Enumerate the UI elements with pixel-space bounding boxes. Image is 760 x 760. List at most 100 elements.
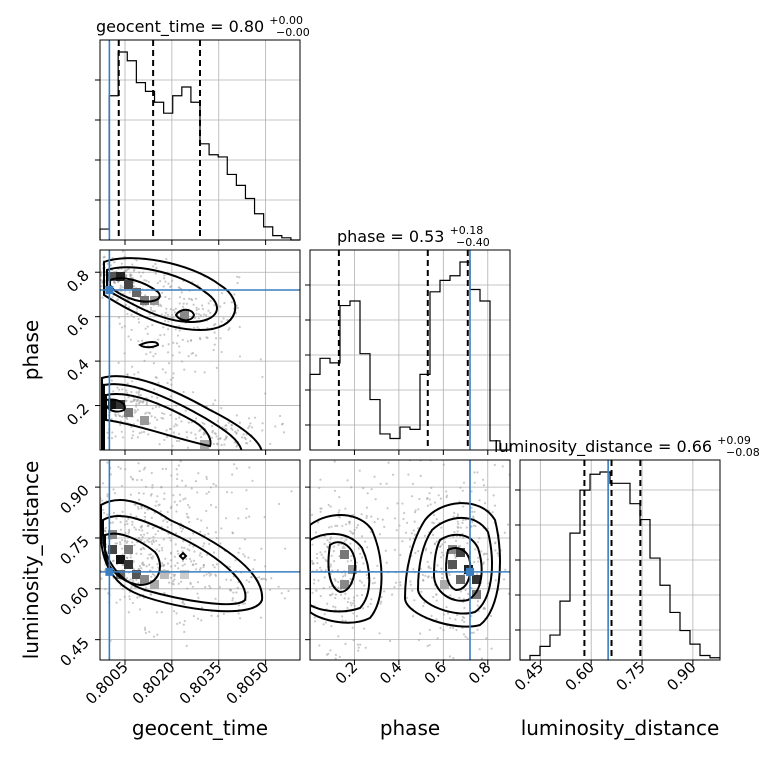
scatter-point: [423, 601, 426, 604]
scatter-point: [403, 511, 406, 515]
panel-2d-geocent-lum: [70, 459, 301, 665]
scatter-point: [179, 580, 183, 583]
scatter-point: [474, 548, 477, 551]
scatter-point: [135, 403, 138, 406]
scatter-point: [137, 317, 140, 321]
scatter-point: [476, 628, 479, 631]
scatter-point: [462, 481, 466, 484]
scatter-point: [100, 271, 103, 274]
scatter-point: [331, 592, 334, 595]
scatter-point: [140, 431, 143, 434]
scatter-point: [133, 408, 136, 412]
scatter-point: [136, 436, 140, 439]
scatter-point: [130, 586, 133, 589]
scatter-point: [186, 340, 190, 343]
scatter-point: [338, 655, 341, 659]
scatter-point: [88, 504, 90, 506]
scatter-point: [147, 524, 150, 527]
contours-gl: [100, 499, 264, 613]
scatter-point: [357, 646, 360, 649]
scatter-point: [231, 532, 235, 535]
scatter-point: [185, 431, 188, 434]
scatter-point: [97, 285, 99, 287]
scatter-point: [214, 399, 217, 402]
scatter-point: [237, 517, 240, 520]
scatter-point: [126, 522, 129, 526]
scatter-point: [456, 614, 459, 617]
scatter-point: [440, 572, 444, 576]
scatter-point: [417, 549, 420, 553]
scatter-point: [329, 537, 332, 541]
scatter-point: [313, 620, 317, 623]
scatter-point: [149, 553, 152, 556]
scatter-point: [188, 549, 191, 552]
scatter-point: [334, 606, 337, 609]
scatter-point: [260, 547, 263, 550]
scatter-point: [143, 279, 146, 282]
scatter-point: [148, 422, 151, 425]
scatter-point: [163, 492, 166, 495]
scatter-point: [154, 376, 157, 379]
scatter-point: [130, 437, 134, 440]
scatter-point: [449, 594, 452, 597]
scatter-point: [133, 373, 136, 376]
scatter-point: [477, 556, 480, 559]
scatter-point: [170, 316, 173, 319]
scatter-point: [113, 261, 116, 264]
scatter-point: [195, 312, 198, 315]
tick-label: 0.60: [562, 658, 598, 694]
scatter-point: [242, 553, 245, 556]
scatter-point: [493, 463, 496, 467]
scatter-point: [212, 348, 215, 352]
scatter-point: [478, 537, 481, 540]
scatter-point: [393, 548, 397, 551]
panel-2d-geocent-phase: [95, 249, 301, 455]
scatter-point: [165, 257, 168, 261]
scatter-point: [432, 422, 434, 424]
scatter-point: [182, 623, 185, 626]
scatter-point: [70, 524, 72, 526]
scatter-point: [172, 341, 175, 344]
scatter-point: [277, 502, 281, 506]
scatter-point: [150, 415, 153, 418]
scatter-point: [357, 649, 360, 652]
scatter-point: [187, 355, 190, 358]
scatter-point: [334, 579, 337, 582]
scatter-point: [168, 297, 171, 300]
scatter-point: [327, 526, 331, 529]
scatter-point: [352, 599, 355, 602]
scatter-point: [137, 321, 141, 324]
scatter-point: [477, 560, 480, 563]
scatter-point: [95, 262, 97, 264]
quantile-lines-phase: [337, 250, 469, 450]
scatter-point: [138, 432, 141, 435]
scatter-point: [174, 328, 177, 331]
scatter-point: [191, 564, 194, 567]
scatter-point: [329, 565, 332, 568]
ylabel-phase: phase: [19, 320, 43, 380]
scatter-point: [233, 463, 236, 466]
scatter-point: [449, 626, 452, 629]
scatter-point: [343, 546, 346, 550]
scatter-point: [465, 526, 468, 529]
scatter-point: [418, 676, 420, 678]
scatter-point: [106, 495, 109, 498]
scatter-point: [126, 556, 129, 559]
scatter-point: [476, 604, 479, 607]
scatter-point: [186, 587, 189, 590]
scatter-point: [174, 423, 177, 426]
scatter-point: [320, 569, 323, 572]
scatter-point: [178, 296, 182, 299]
scatter-point: [496, 552, 499, 555]
scatter-point: [328, 585, 331, 589]
scatter-point: [133, 268, 136, 271]
scatter-point: [150, 556, 153, 559]
scatter-point: [210, 614, 213, 617]
scatter-point: [142, 533, 146, 536]
scatter-point: [146, 531, 149, 535]
scatter-point: [142, 563, 146, 566]
scatter-point: [456, 513, 459, 516]
scatter-point: [290, 490, 293, 493]
scatter-point: [412, 568, 415, 571]
scatter-point: [162, 538, 165, 541]
